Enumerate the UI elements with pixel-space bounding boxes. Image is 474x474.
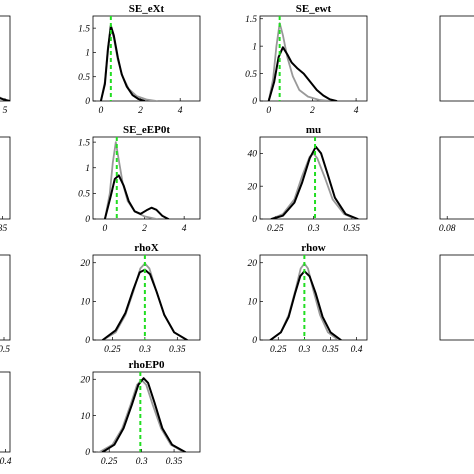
y-tick-label: 0.5: [78, 73, 90, 83]
y-tick-label: 1: [85, 49, 90, 59]
posterior-density-line: [99, 24, 146, 101]
x-tick-label: 0.25: [104, 345, 121, 355]
posterior-density-line: [267, 46, 338, 101]
y-tick-label: 0: [85, 97, 90, 107]
posterior-density-line: [0, 97, 10, 101]
x-tick-label: 0.35: [166, 457, 183, 467]
subplot-title: SE_eEP0t: [123, 124, 170, 136]
y-tick-label: 1.5: [245, 15, 257, 25]
x-tick-label: 35: [0, 224, 8, 234]
x-tick-label: 0.4: [351, 345, 363, 355]
axes-frame: [259, 254, 368, 341]
y-tick-label: 0: [85, 448, 90, 458]
y-tick-label: 0: [85, 215, 90, 225]
prior-density-line: [270, 152, 357, 219]
axes-frame: [439, 136, 474, 220]
axes-frame: [0, 371, 11, 453]
series-group: [103, 137, 170, 219]
subplot-title: SE_eXt: [129, 3, 165, 15]
y-tick-label: 20: [81, 259, 91, 269]
y-tick-label: 10: [248, 298, 258, 308]
x-tick-label: 0.3: [298, 345, 310, 355]
x-tick-label: 0.3: [308, 224, 320, 234]
x-tick-label: 0.4: [0, 457, 12, 467]
y-tick-label: 20: [248, 182, 258, 192]
x-tick-label: 4: [354, 106, 359, 116]
y-tick-label: 40: [248, 150, 258, 160]
subplot-2: 0 2 4 0 0.5 1 1.5 SE_ewt: [245, 3, 368, 116]
y-tick-label: 0: [85, 336, 90, 346]
x-tick-label: 4: [182, 224, 187, 234]
axes-frame: [0, 15, 11, 102]
y-tick-label: 0.5: [78, 190, 90, 200]
x-tick-label: 0: [266, 106, 271, 116]
x-tick-label: 5: [3, 106, 8, 116]
y-tick-label: 1.5: [78, 24, 90, 34]
prior-density-line: [267, 22, 331, 101]
axes-frame: [0, 254, 11, 341]
subplot-9: 0.25 0.3 0.35 0 10 20 rhoX: [81, 242, 201, 355]
y-tick-label: 10: [81, 412, 91, 422]
subplot-5: 0 2 4 0 0.5 1 1.5 SE_eEP0t: [78, 124, 201, 234]
series-group: [99, 16, 158, 101]
x-tick-label: 0.25: [270, 345, 287, 355]
x-tick-label: 4: [178, 106, 183, 116]
y-tick-label: 1: [252, 42, 257, 52]
y-tick-label: 20: [248, 259, 258, 269]
x-tick-label: 0: [99, 106, 104, 116]
subplot-title: rhoEP0: [128, 359, 165, 371]
subplot-10: 0.25 0.3 0.35 0.4 0 10 20 rhow: [248, 242, 368, 355]
x-tick-label: 0.3: [136, 457, 148, 467]
series-group: [101, 255, 188, 340]
axes-frame: [92, 254, 201, 341]
posterior-density-line: [101, 377, 187, 452]
x-tick-label: 2: [310, 106, 315, 116]
posterior-density-line: [103, 174, 170, 219]
subplot-3: 6: [439, 15, 474, 102]
x-tick-label: 0.35: [322, 345, 339, 355]
series-group: [270, 137, 359, 219]
x-tick-label: 0.25: [267, 224, 284, 234]
axes-frame: [439, 15, 474, 102]
x-tick-label: 0.35: [343, 224, 360, 234]
axes-frame: [92, 15, 201, 102]
y-tick-label: 0: [252, 97, 257, 107]
series-group: [0, 96, 10, 101]
y-tick-label: 1.5: [78, 138, 90, 148]
axes-frame: [439, 254, 474, 341]
x-tick-label: 0.5: [0, 345, 10, 355]
y-tick-label: 20: [81, 375, 91, 385]
y-tick-label: 0: [252, 215, 257, 225]
subplot-4: 35: [0, 136, 11, 234]
axes-frame: [0, 136, 11, 220]
subplot-title: rhow: [301, 242, 326, 254]
subplot-13: 0.25 0.3 0.35 0 10 20 rhoEP0: [81, 359, 201, 467]
x-tick-label: 0.3: [139, 345, 151, 355]
series-group: [269, 255, 342, 340]
x-tick-label: 2: [142, 224, 147, 234]
subplot-title: mu: [306, 124, 321, 136]
subplot-6: 0.25 0.3 0.35 0 20 40 mu: [248, 124, 368, 234]
series-group: [98, 372, 187, 452]
subplot-0: 5: [0, 15, 11, 116]
x-tick-label: 2: [138, 106, 143, 116]
y-tick-label: 10: [81, 298, 91, 308]
subplot-12: 50.4: [0, 371, 12, 467]
series-group: [267, 16, 338, 101]
y-tick-label: 1: [85, 164, 90, 174]
y-tick-label: 0: [252, 336, 257, 346]
subplot-8: 0.5: [0, 254, 11, 355]
x-tick-label: 0: [103, 224, 108, 234]
x-tick-label: 0.08: [439, 224, 456, 234]
subplot-1: 0 2 4 0 0.5 1 1.5 SE_eXt: [78, 3, 201, 116]
x-tick-label: 0.35: [169, 345, 186, 355]
subplot-11: [439, 254, 474, 341]
x-tick-label: 0.25: [101, 457, 118, 467]
subplot-title: rhoX: [134, 242, 159, 254]
subplot-title: SE_ewt: [296, 3, 332, 15]
y-tick-label: 0.5: [245, 70, 257, 80]
subplot-7: 0.08: [439, 136, 474, 234]
